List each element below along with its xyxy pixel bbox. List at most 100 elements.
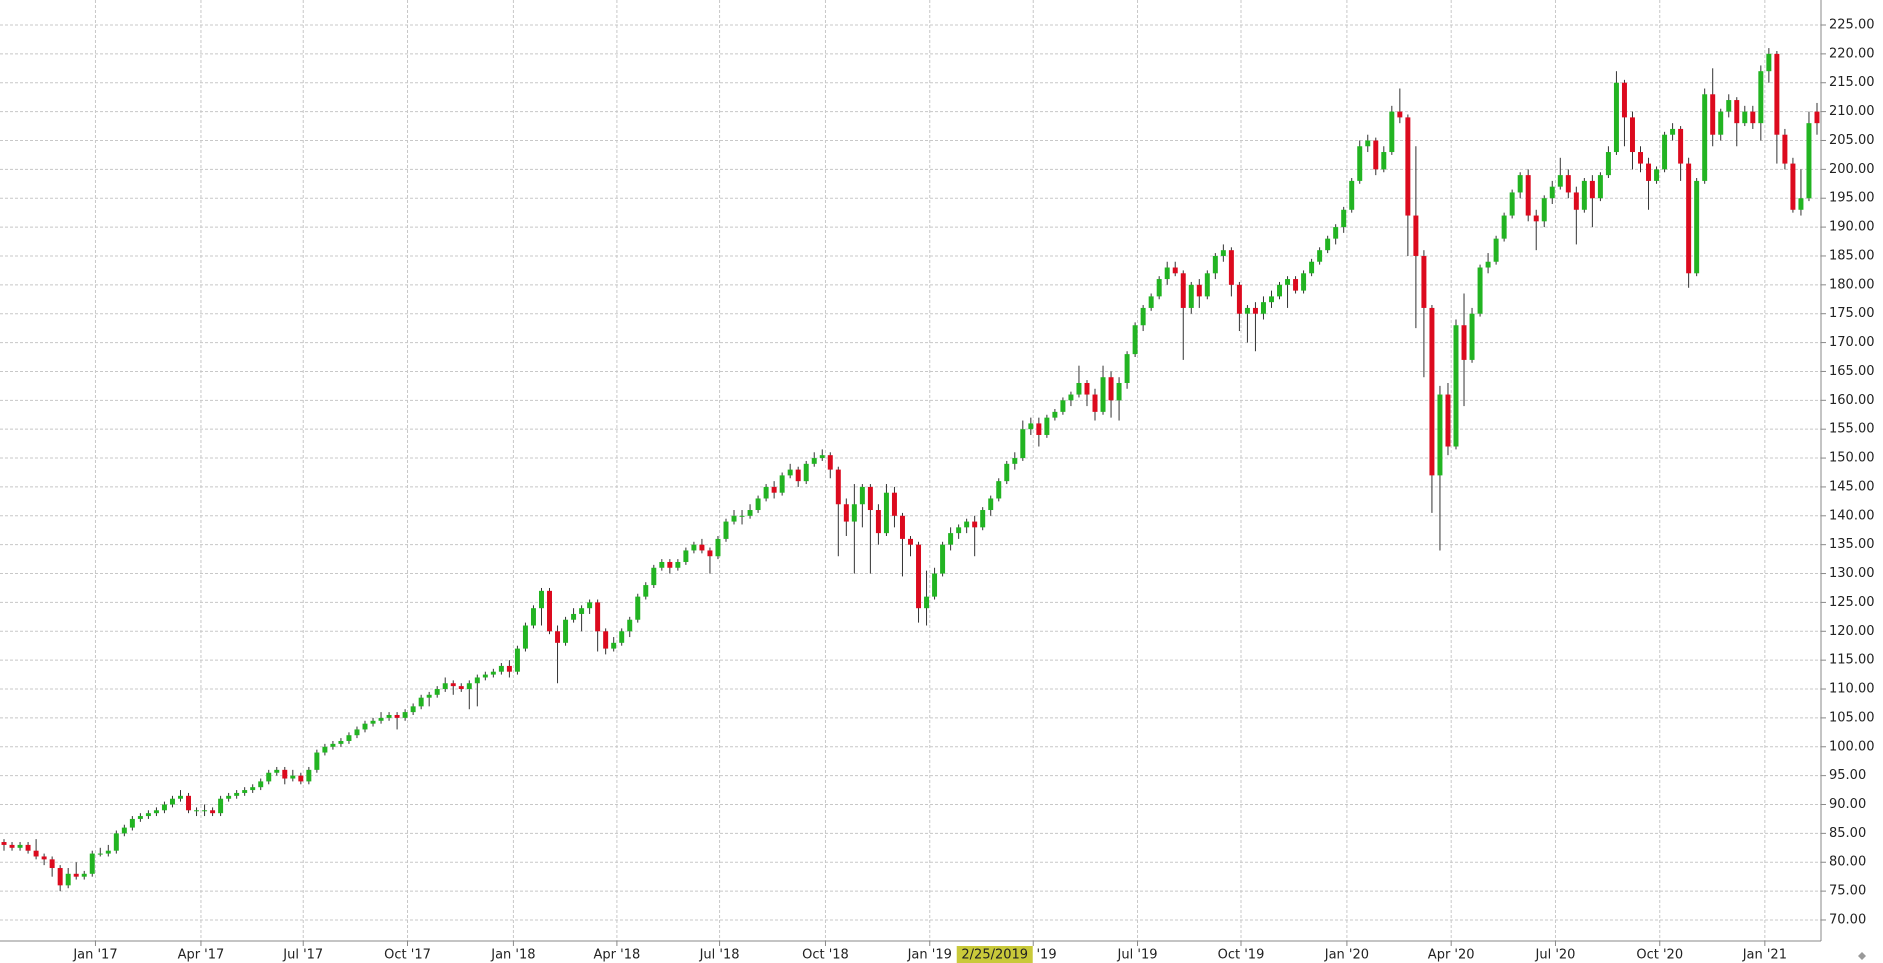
candle-body: [506, 665, 512, 672]
candle-body: [474, 677, 480, 684]
y-tick-label: 125.00: [1829, 595, 1875, 610]
candle-body: [290, 775, 296, 779]
candle-body: [555, 631, 561, 643]
y-tick-label: 155.00: [1829, 422, 1875, 437]
candle-body: [587, 602, 593, 609]
y-tick-label: 200.00: [1829, 162, 1875, 177]
x-tick-label: Apr '20: [1428, 948, 1475, 963]
candle-body: [988, 498, 994, 511]
candle-body: [843, 504, 849, 522]
candle-body: [1188, 284, 1194, 308]
candle-body: [1710, 94, 1716, 135]
candle-body: [924, 596, 930, 609]
candle-body: [226, 795, 232, 799]
candle-body: [1140, 307, 1146, 326]
candle-body: [779, 475, 785, 493]
y-tick-label: 225.00: [1829, 18, 1875, 33]
candle-body: [498, 665, 504, 672]
candle-body: [1758, 71, 1764, 124]
candle-body: [1028, 423, 1034, 430]
candle-body: [161, 804, 167, 811]
candle-body: [153, 810, 159, 814]
y-tick-label: 160.00: [1829, 393, 1875, 408]
candle-body: [266, 772, 272, 782]
candle-body: [675, 561, 681, 568]
candle-body: [1172, 267, 1178, 274]
candle-body: [354, 729, 360, 736]
y-tick-label: 105.00: [1829, 710, 1875, 725]
y-tick-label: 220.00: [1829, 46, 1875, 61]
candle-body: [940, 544, 946, 574]
candle-body: [1196, 284, 1202, 297]
candle-body: [1124, 354, 1130, 383]
candle-body: [883, 492, 889, 534]
candle-body: [282, 769, 288, 779]
candle-body: [1798, 198, 1804, 210]
x-tick-label: Oct '17: [384, 948, 431, 963]
y-tick-label: 150.00: [1829, 451, 1875, 466]
candle-body: [595, 602, 601, 632]
x-tick-label: Jul '18: [699, 948, 740, 963]
candle-body: [851, 504, 857, 522]
candle-body: [514, 648, 520, 672]
candle-body: [1597, 175, 1603, 199]
candle-body: [1525, 175, 1531, 216]
y-tick-label: 140.00: [1829, 508, 1875, 523]
candle-body: [1212, 255, 1218, 274]
candle-body: [1662, 134, 1668, 170]
candle-body: [1, 842, 7, 845]
y-tick-label: 165.00: [1829, 364, 1875, 379]
candle-body: [57, 868, 63, 886]
candle-body: [1654, 169, 1660, 181]
candle-body: [338, 740, 344, 744]
candle-body: [1702, 94, 1708, 181]
candle-body: [137, 816, 143, 819]
candle-body: [619, 631, 625, 643]
candle-body: [1493, 238, 1499, 262]
candle-body: [715, 538, 721, 557]
candle-body: [563, 619, 569, 643]
candle-body: [1517, 175, 1523, 193]
candle-body: [643, 585, 649, 597]
candle-body: [530, 608, 536, 626]
y-tick-label: 145.00: [1829, 479, 1875, 494]
candle-body: [683, 550, 689, 562]
y-tick-label: 180.00: [1829, 277, 1875, 292]
candle-body: [9, 844, 15, 848]
candle-body: [1164, 267, 1170, 280]
candle-body: [113, 833, 119, 851]
candle-body: [1373, 140, 1379, 170]
candle-body: [1814, 111, 1820, 124]
candle-body: [1092, 394, 1098, 412]
x-tick-label: Oct '18: [802, 948, 849, 963]
candle-body: [571, 613, 577, 620]
candle-body: [210, 810, 216, 814]
candle-body: [1621, 82, 1627, 118]
candle-body: [691, 544, 697, 551]
candle-body: [97, 853, 103, 855]
candle-body: [1629, 117, 1635, 153]
y-tick-label: 100.00: [1829, 739, 1875, 754]
candle-body: [627, 619, 633, 632]
x-tick-label: Oct '20: [1636, 948, 1683, 963]
y-tick-label: 120.00: [1829, 624, 1875, 639]
candle-body: [105, 850, 111, 854]
candle-body: [1204, 273, 1210, 297]
y-tick-label: 135.00: [1829, 537, 1875, 552]
candle-body: [1638, 152, 1643, 164]
candle-body: [418, 697, 424, 707]
candle-body: [667, 561, 673, 568]
candle-body: [121, 827, 127, 834]
x-tick-label: Jan '18: [490, 948, 535, 963]
candle-body: [1277, 284, 1282, 297]
candle-body: [17, 844, 23, 848]
candle-body: [33, 850, 39, 857]
candle-body: [450, 683, 456, 687]
candle-body: [811, 458, 817, 464]
candle-body: [218, 798, 224, 814]
candle-body: [538, 590, 544, 609]
candle-body: [1269, 296, 1274, 303]
candle-body: [1806, 123, 1812, 199]
y-tick-label: 210.00: [1829, 104, 1875, 119]
candle-body: [859, 486, 865, 505]
